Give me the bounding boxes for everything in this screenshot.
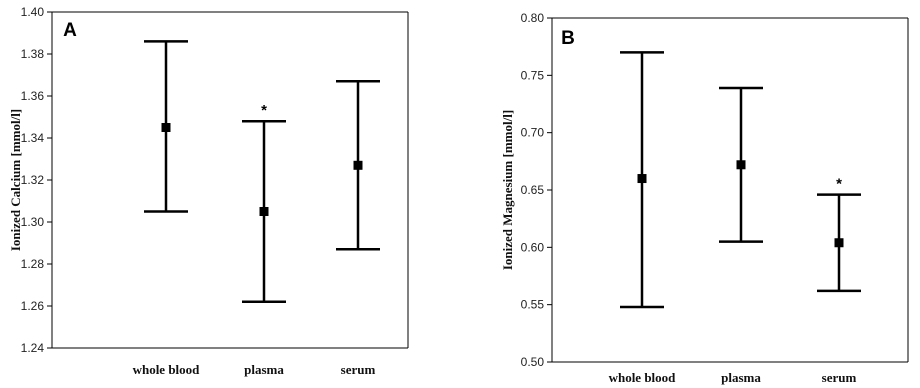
y-tick-label: 0.50 — [521, 355, 545, 369]
y-tick-label: 0.60 — [521, 240, 545, 254]
mean-marker — [834, 238, 844, 248]
panel-label: A — [63, 20, 77, 41]
y-tick-label: 1.28 — [21, 257, 45, 271]
y-tick-label: 1.24 — [21, 341, 45, 355]
x-category-label: serum — [341, 362, 376, 377]
y-tick-label: 1.32 — [21, 173, 45, 187]
y-tick-label: 0.80 — [521, 11, 545, 25]
chart-panel-1: 1.24 1.26 1.28 1.30 1.32 1.34 1.36 1.38 1.40 Ioni… — [8, 5, 409, 377]
mean-marker — [259, 207, 269, 216]
y-axis-label: Ionized Calcium [mmol/l] — [8, 109, 23, 251]
mean-marker — [736, 160, 746, 170]
y-tick-label: 0.75 — [521, 68, 545, 82]
mean-marker — [353, 160, 363, 170]
chart-panel-2: 0.50 0.55 0.60 0.65 0.70 0.75 0.80 Ionized Magn… — [500, 11, 909, 385]
mean-marker — [161, 123, 171, 132]
y-tick-label: 1.36 — [21, 89, 45, 103]
x-category-label: serum — [822, 370, 857, 385]
y-tick-label: 0.65 — [521, 183, 545, 197]
x-category-label: plasma — [721, 370, 761, 385]
y-axis-label: Ionized Magnesium [mmol/l] — [500, 110, 515, 270]
panel-label: B — [561, 28, 575, 49]
y-tick-label: 1.30 — [21, 215, 45, 229]
y-tick-label: 1.34 — [21, 131, 45, 145]
y-tick-label: 1.26 — [21, 299, 45, 313]
y-tick-label: 0.70 — [521, 126, 545, 140]
x-category-label: whole blood — [133, 362, 201, 377]
significance-marker: * — [836, 176, 842, 193]
y-tick-label: 1.38 — [21, 47, 45, 61]
y-tick-label: 0.55 — [521, 298, 545, 312]
mean-marker — [637, 174, 647, 184]
y-tick-label: 1.40 — [21, 5, 45, 19]
x-category-label: plasma — [244, 362, 284, 377]
x-category-label: whole blood — [609, 370, 677, 385]
significance-marker: * — [261, 102, 267, 119]
